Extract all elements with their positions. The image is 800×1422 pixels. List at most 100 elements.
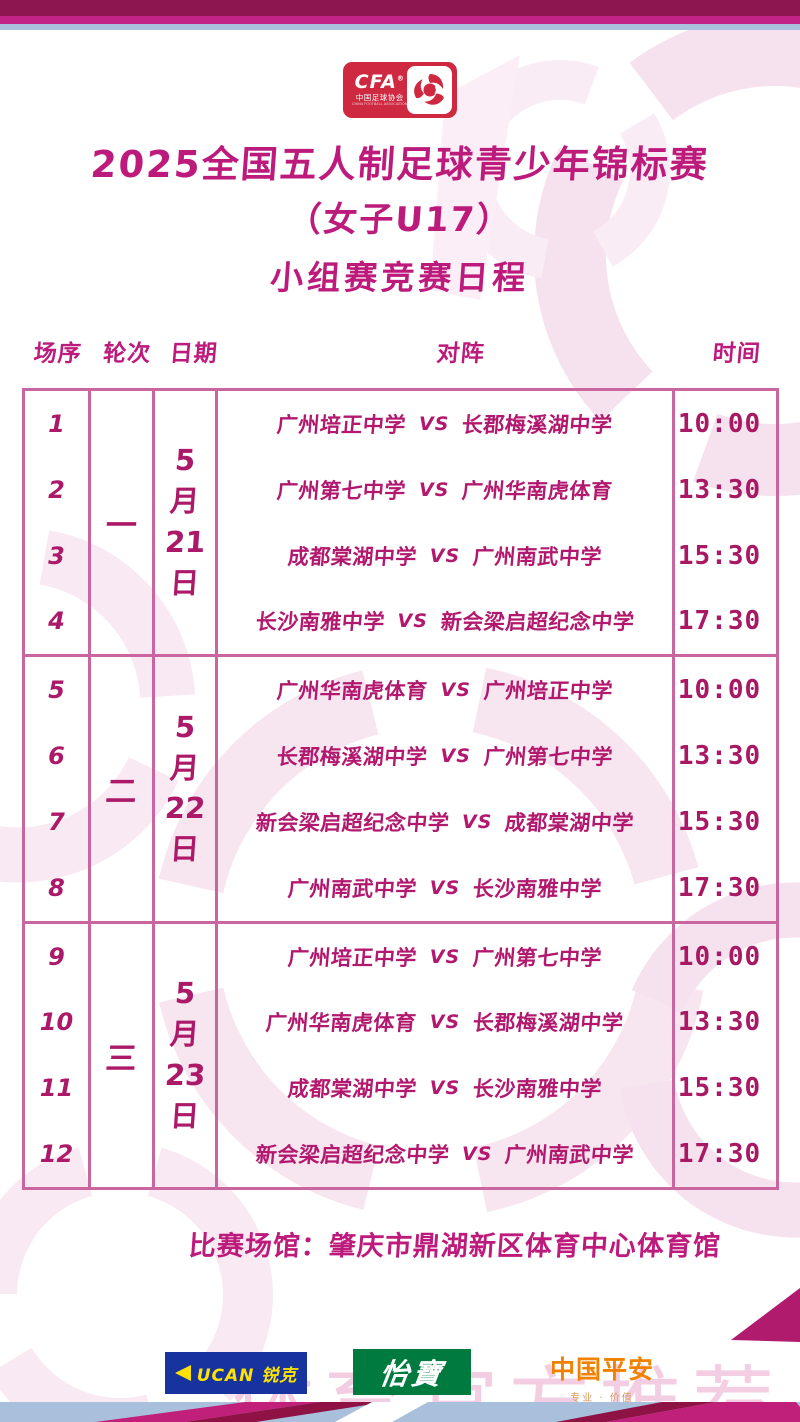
round-2-date: 5 月 22 日 xyxy=(155,657,218,921)
cfa-acronym: CFA® xyxy=(354,71,405,94)
round-number: 一 xyxy=(104,508,139,545)
away-team: 新会梁启超纪念中学 xyxy=(439,610,636,635)
round-3-label: 三 xyxy=(91,923,155,1187)
venue-name: 肇庆市鼎湖新区体育中心体育馆 xyxy=(327,1231,722,1262)
away-team: 长沙南雅中学 xyxy=(472,876,604,901)
round-2-times: 10:00 13:30 15:30 17:30 xyxy=(675,657,764,920)
vs-label: VS xyxy=(419,412,450,435)
match-time: 15:30 xyxy=(677,1073,762,1104)
home-team: 广州南武中学 xyxy=(286,876,418,901)
match-number: 9 xyxy=(48,942,65,971)
home-team: 广州培正中学 xyxy=(286,945,418,970)
vs-label: VS xyxy=(429,945,461,968)
round-3-times: 10:00 13:30 15:30 17:30 xyxy=(675,924,764,1187)
vs-label: VS xyxy=(429,544,461,567)
away-team: 长郡梅溪湖中学 xyxy=(472,1011,625,1036)
top-stripe-dark xyxy=(0,0,800,16)
match-number: 2 xyxy=(48,475,65,504)
table-header-row: 场序 轮次 日期 对阵 时间 xyxy=(22,334,779,367)
away-team: 广州培正中学 xyxy=(482,679,614,704)
match-time: 17:30 xyxy=(677,606,762,637)
cfa-logo-text: CFA® 中国足球协会 CHINA FOOTBALL ASSOCIATION xyxy=(352,73,407,107)
vs-label: VS xyxy=(429,1011,461,1034)
home-team: 广州培正中学 xyxy=(275,412,408,437)
matchup-row: 广州培正中学 VS 广州第七中学 xyxy=(218,924,672,990)
matchup-row: 广州培正中学 VS 长郡梅溪湖中学 xyxy=(218,391,672,457)
round-number: 二 xyxy=(104,774,139,811)
match-time: 17:30 xyxy=(677,872,762,903)
vs-label: VS xyxy=(429,1077,461,1100)
away-team: 广州南武中学 xyxy=(472,544,604,569)
schedule-table: 1 2 3 4 一 5 月 21 日 广州培正中学 VS 长郡梅溪湖中学 xyxy=(22,388,779,1190)
schedule-subtitle: 小组赛竞赛日程 xyxy=(268,258,531,297)
away-team: 广州华南虎体育 xyxy=(461,478,614,503)
round-3-match-numbers: 9 10 11 12 xyxy=(25,923,91,1187)
round-2-matchups: 广州华南虎体育 VS 广州培正中学 长郡梅溪湖中学 VS 广州第七中学 新会梁启… xyxy=(218,657,675,921)
date-part: 日 xyxy=(169,1098,201,1133)
date-part: 5 xyxy=(173,976,197,1011)
col-header-matchup: 对阵 xyxy=(435,341,486,367)
match-number: 1 xyxy=(48,409,65,438)
top-stripe-magenta xyxy=(0,16,800,24)
vs-label: VS xyxy=(419,478,450,501)
sponsor-ucan-text: UCAN 锐克 xyxy=(196,1365,298,1386)
matchup-row: 成都棠湖中学 VS 长沙南雅中学 xyxy=(218,1055,672,1121)
match-time: 15:30 xyxy=(677,540,762,571)
match-time: 13:30 xyxy=(677,741,762,772)
sponsor-pingan-logo: 中国平安 专业 · 价值 xyxy=(538,1350,666,1404)
match-number: 8 xyxy=(48,873,65,902)
date-part: 5 xyxy=(173,709,197,744)
col-header-match-no: 场序 xyxy=(32,341,83,367)
match-time: 10:00 xyxy=(677,408,762,439)
cfa-name-cn: 中国足球协会 xyxy=(355,93,404,103)
home-team: 广州华南虎体育 xyxy=(265,1011,418,1036)
matchup-row: 长郡梅溪湖中学 VS 广州第七中学 xyxy=(218,723,672,789)
match-time: 13:30 xyxy=(677,474,762,505)
match-number: 3 xyxy=(48,541,65,570)
round-1-section: 1 2 3 4 一 5 月 21 日 广州培正中学 VS 长郡梅溪湖中学 xyxy=(25,391,776,655)
away-team: 广州南武中学 xyxy=(504,1143,636,1168)
sponsor-cestbon-text: 怡寶 xyxy=(377,1357,447,1391)
away-team: 广州第七中学 xyxy=(472,945,604,970)
matchup-row: 新会梁启超纪念中学 VS 广州南武中学 xyxy=(218,1121,672,1187)
home-team: 成都棠湖中学 xyxy=(286,544,418,569)
match-time: 15:30 xyxy=(677,806,762,837)
match-number: 12 xyxy=(39,1140,74,1169)
sponsor-ucan-ruike-logo: UCAN 锐克 xyxy=(165,1352,307,1394)
date-part: 月 xyxy=(169,484,201,519)
date-part: 5 xyxy=(173,443,197,478)
home-team: 新会梁启超纪念中学 xyxy=(254,1143,451,1168)
away-team: 长沙南雅中学 xyxy=(472,1077,604,1102)
matchup-row: 长沙南雅中学 VS 新会梁启超纪念中学 xyxy=(218,588,672,654)
match-number: 4 xyxy=(48,607,65,636)
cfa-name-en: CHINA FOOTBALL ASSOCIATION xyxy=(352,102,408,107)
round-1-date: 5 月 21 日 xyxy=(155,391,218,655)
col-header-time: 时间 xyxy=(711,341,762,367)
match-number: 7 xyxy=(48,807,65,836)
home-team: 长郡梅溪湖中学 xyxy=(275,745,429,770)
tournament-title: 2025全国五人制足球青少年锦标赛 xyxy=(89,143,711,186)
col-header-round: 轮次 xyxy=(102,341,153,367)
round-2-match-numbers: 5 6 7 8 xyxy=(25,657,91,921)
round-1-match-numbers: 1 2 3 4 xyxy=(25,391,91,655)
match-number: 10 xyxy=(39,1008,74,1037)
date-part: 月 xyxy=(169,750,201,785)
date-part: 23 xyxy=(163,1057,207,1092)
round-3-matchups: 广州培正中学 VS 广州第七中学 广州华南虎体育 VS 长郡梅溪湖中学 成都棠湖… xyxy=(218,923,675,1187)
round-3-date: 5 月 23 日 xyxy=(155,923,218,1187)
date-part: 21 xyxy=(163,525,207,560)
vs-label: VS xyxy=(462,1143,493,1166)
matchup-row: 新会梁启超纪念中学 VS 成都棠湖中学 xyxy=(218,789,672,855)
vs-label: VS xyxy=(462,810,493,833)
match-time: 17:30 xyxy=(677,1139,762,1170)
round-1-times: 10:00 13:30 15:30 17:30 xyxy=(675,391,764,654)
home-team: 新会梁启超纪念中学 xyxy=(254,810,451,835)
match-time: 13:30 xyxy=(677,1007,762,1038)
date-part: 日 xyxy=(169,832,201,867)
round-number: 三 xyxy=(104,1040,139,1077)
home-team: 成都棠湖中学 xyxy=(286,1077,418,1102)
round-2-label: 二 xyxy=(91,657,155,921)
round-1-matchups: 广州培正中学 VS 长郡梅溪湖中学 广州第七中学 VS 广州华南虎体育 成都棠湖… xyxy=(218,391,675,655)
home-team: 广州第七中学 xyxy=(275,478,408,503)
